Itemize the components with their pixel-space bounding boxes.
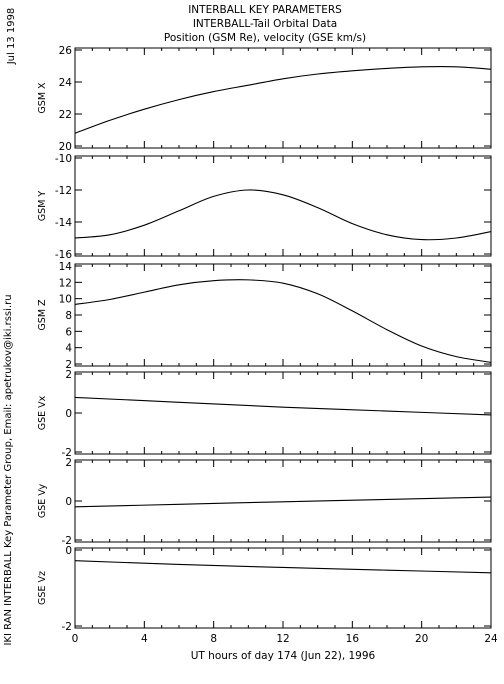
chart-subtitle-units: Position (GSM Re), velocity (GSE km/s)	[164, 32, 366, 44]
y-axis-label: GSE Vz	[37, 571, 48, 605]
y-axis-label: GSE Vx	[37, 395, 48, 430]
y-tick-label: 2	[65, 457, 72, 469]
data-line-gsm-x	[74, 65, 492, 134]
x-tick-label: 0	[72, 633, 79, 645]
chart-subtitle-mission: INTERBALL-Tail Orbital Data	[193, 18, 337, 30]
y-tick-label: 2	[65, 369, 72, 381]
x-tick-label: 24	[484, 633, 498, 645]
data-line-gse-vz	[74, 560, 492, 574]
y-tick-label: -10	[55, 153, 72, 165]
y-axis-label: GSE Vy	[37, 483, 48, 518]
y-tick-label: 20	[59, 141, 72, 153]
y-tick-label: 26	[59, 45, 73, 57]
data-line-gsm-z	[74, 279, 492, 363]
y-tick-label: 0	[65, 496, 72, 508]
y-tick-label: 22	[59, 109, 72, 121]
plot-frame	[74, 547, 492, 629]
panel-6: 0 -2 GSE Vz	[37, 545, 492, 633]
y-tick-label: 0	[65, 545, 72, 557]
y-tick-label: -12	[55, 185, 72, 197]
x-tick-label: 16	[346, 633, 360, 645]
y-axis-label: GSM Y	[37, 191, 48, 222]
panel-4: 2 0 -2 GSE Vx	[37, 369, 492, 459]
data-line-gse-vy	[74, 496, 492, 508]
y-tick-label: 12	[59, 277, 72, 289]
plot-frame	[74, 47, 492, 149]
x-tick-label: 12	[276, 633, 289, 645]
credit-label: IKI RAN INTERBALL Key Parameter Group, E…	[3, 294, 14, 645]
panel-1: 26 24 22 20 GSM X	[37, 45, 492, 153]
y-tick-label: 2	[65, 359, 72, 371]
plot-frame	[74, 459, 492, 543]
panel-3: 14 12 10 8 6 4 2 GSM Z	[37, 261, 492, 371]
x-tick-label: 8	[210, 633, 217, 645]
y-tick-label: 8	[65, 310, 72, 322]
y-axis-label: GSM Z	[37, 299, 48, 331]
plot-frame	[74, 263, 492, 367]
y-tick-label: 0	[65, 408, 72, 420]
y-tick-label: -16	[55, 249, 72, 261]
y-axis-label: GSM X	[37, 82, 48, 114]
y-tick-label: 6	[65, 326, 72, 338]
y-tick-label: -2	[62, 535, 72, 547]
y-tick-label: 4	[65, 343, 72, 355]
x-axis-label: UT hours of day 174 (Jun 22), 1996	[191, 650, 376, 662]
y-tick-label: 14	[59, 261, 73, 273]
y-tick-label: -2	[62, 621, 72, 633]
y-tick-label: -14	[55, 217, 72, 229]
panel-5: 2 0 -2 GSE Vy	[37, 457, 492, 547]
data-line-gsm-y	[74, 189, 492, 241]
plot-frame	[74, 155, 492, 257]
y-tick-label: 24	[59, 77, 73, 89]
x-tick-label: 4	[141, 633, 148, 645]
x-tick-label: 20	[415, 633, 428, 645]
panel-2: -10 -12 -14 -16 GSM Y	[37, 153, 492, 261]
report-date: Jul 13 1998	[6, 8, 17, 66]
data-line-gse-vx	[74, 396, 492, 416]
y-tick-label: -2	[62, 447, 72, 459]
y-tick-label: 10	[59, 294, 72, 306]
chart-title: INTERBALL KEY PARAMETERS	[188, 4, 342, 16]
